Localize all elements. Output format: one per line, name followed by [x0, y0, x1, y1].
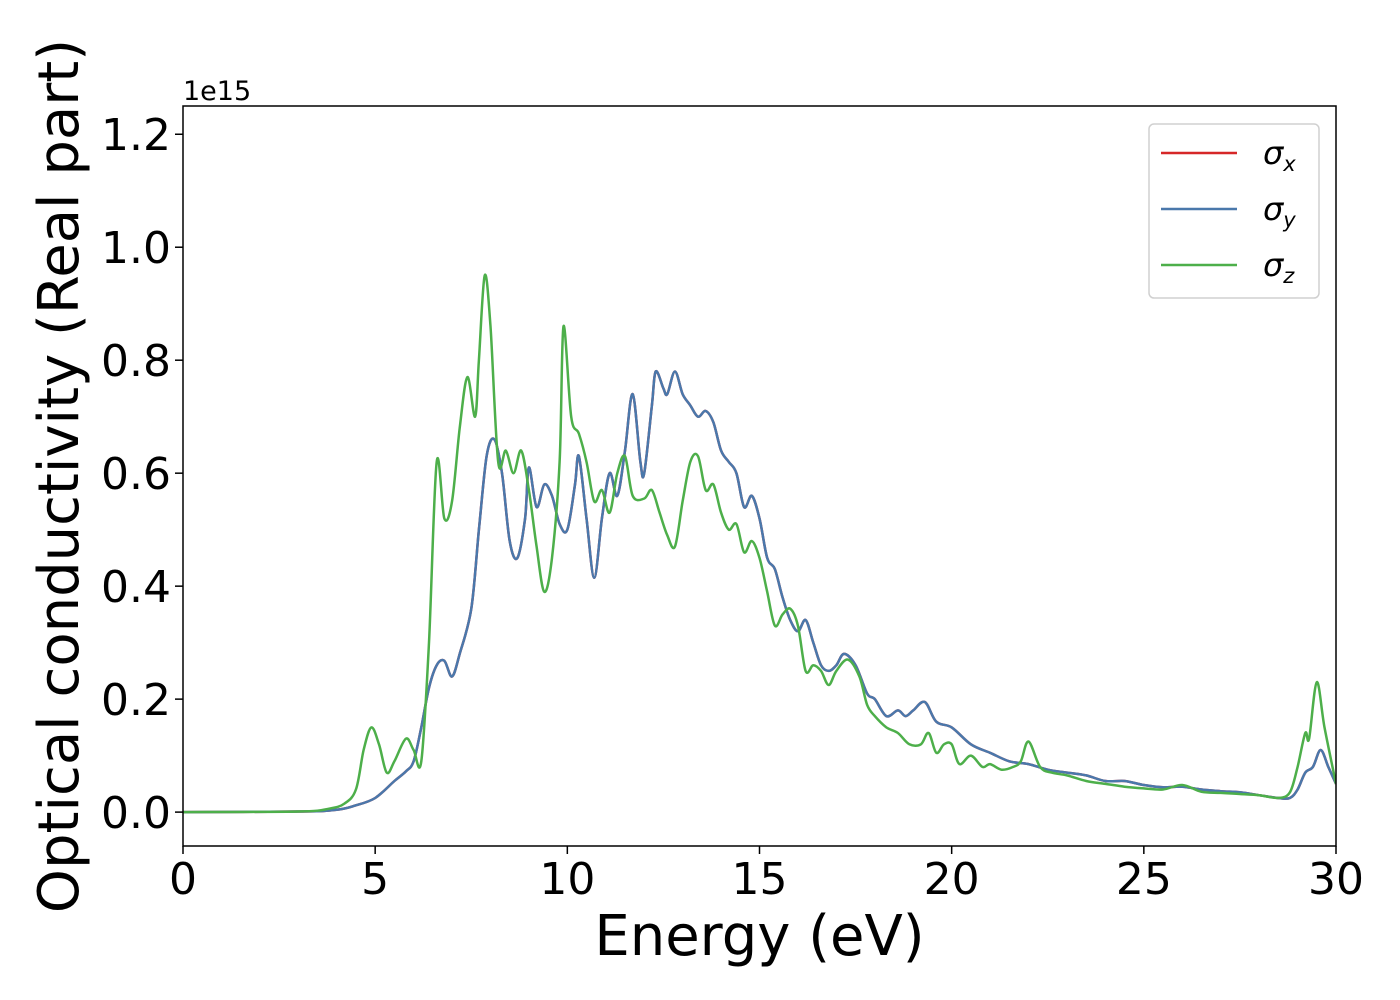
- series-line-sigma-x: [183, 370, 1336, 814]
- y-offset-label: 1e15: [183, 76, 251, 107]
- legend-box: [1148, 123, 1320, 299]
- legend-label-sigma-x: σx: [1263, 134, 1296, 176]
- legend-label-sigma-z: σz: [1263, 246, 1295, 288]
- y-tick-label: 0.8: [101, 336, 171, 387]
- y-axis-title: Optical conductivity (Real part): [27, 39, 92, 913]
- x-tick-label: 30: [1308, 854, 1364, 905]
- legend: σx σy σz: [1148, 123, 1320, 299]
- x-tick-label: 25: [1116, 854, 1172, 905]
- x-axis-title: Energy (eV): [594, 904, 924, 969]
- series-layer: [183, 273, 1336, 814]
- y-tick-label: 1.0: [101, 223, 171, 274]
- series-line-sigma-z: [183, 273, 1336, 814]
- y-tick-label: 0.2: [101, 675, 171, 726]
- x-tick-label: 15: [732, 854, 788, 905]
- x-tick-label: 5: [361, 854, 389, 905]
- y-axis: 0.0 0.2 0.4 0.6 0.8 1.0 1.2: [101, 110, 183, 839]
- y-tick-label: 1.2: [101, 110, 171, 161]
- x-tick-label: 10: [539, 854, 595, 905]
- x-axis: 0 5 10 15 20 25 30: [169, 846, 1364, 905]
- legend-label-sigma-y: σy: [1263, 190, 1296, 232]
- y-tick-label: 0.6: [101, 449, 171, 500]
- y-tick-label: 0.4: [101, 562, 171, 613]
- x-tick-label: 0: [169, 854, 197, 905]
- series-line-sigma-y: [183, 370, 1336, 814]
- y-tick-label: 0.0: [101, 788, 171, 839]
- x-tick-label: 20: [924, 854, 980, 905]
